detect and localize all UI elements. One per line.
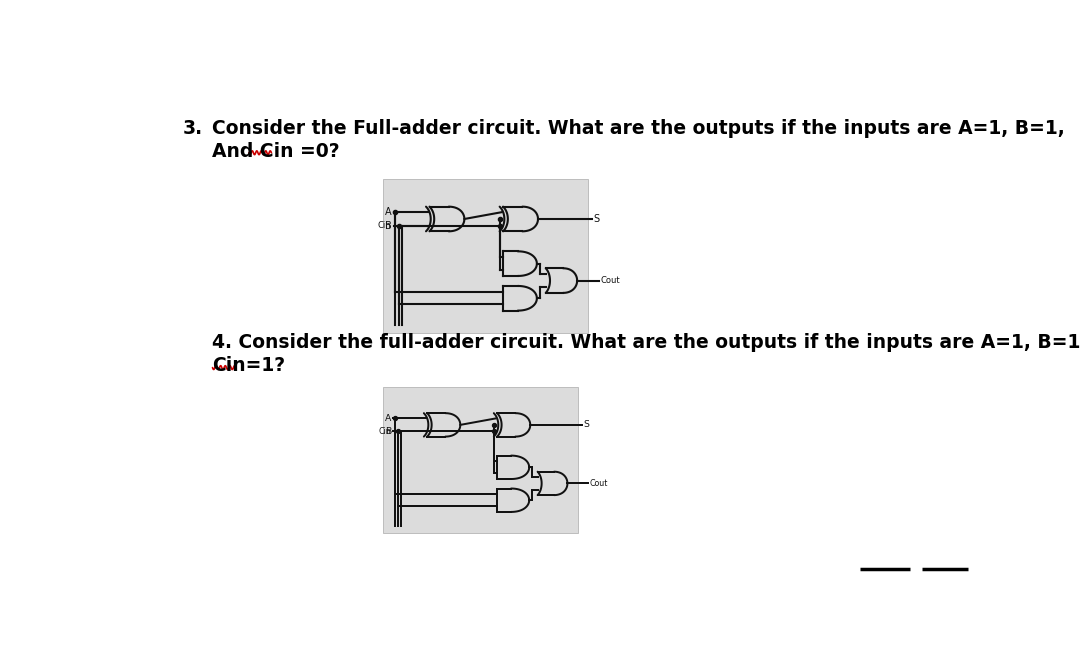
Text: Cin=1?: Cin=1? (213, 356, 285, 375)
Bar (383, 387, 578, 533)
Text: Consider the Full-adder circuit. What are the outputs if the inputs are A=1, B=1: Consider the Full-adder circuit. What ar… (213, 119, 1065, 138)
Text: Cin: Cin (378, 427, 391, 436)
Text: B: B (384, 221, 392, 231)
Text: A: A (384, 207, 392, 217)
Text: S: S (583, 420, 589, 430)
Bar (383, 179, 589, 333)
Text: Cout: Cout (600, 276, 620, 285)
Text: 3.: 3. (183, 119, 203, 138)
Text: Cout: Cout (590, 479, 608, 488)
Text: Cin: Cin (378, 221, 392, 230)
Text: A: A (384, 414, 391, 423)
Text: B: B (384, 427, 391, 436)
Text: 4. Consider the full-adder circuit. What are the outputs if the inputs are A=1, : 4. Consider the full-adder circuit. What… (213, 333, 1080, 352)
Text: S: S (594, 214, 599, 224)
Text: And Cin =0?: And Cin =0? (213, 142, 340, 161)
